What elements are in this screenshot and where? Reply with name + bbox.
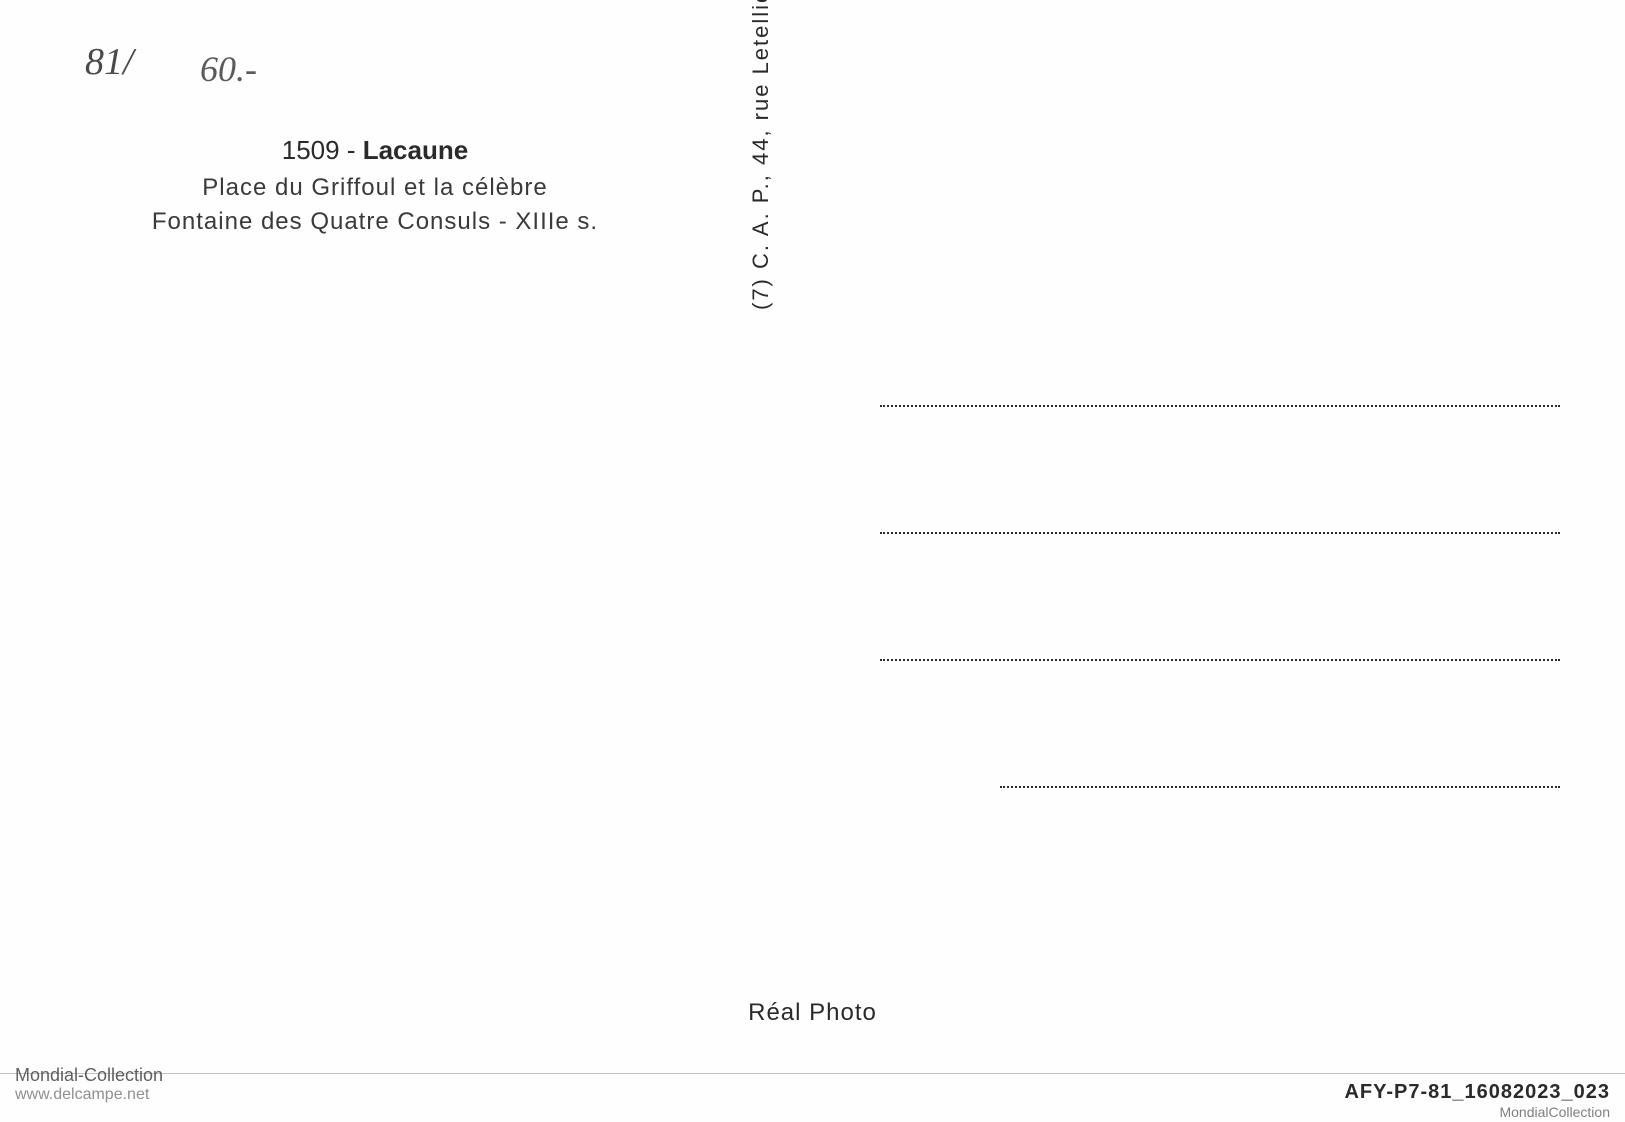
title-separator: - bbox=[340, 135, 363, 165]
address-line-4 bbox=[1000, 786, 1560, 788]
title-line-1: 1509 - Lacaune bbox=[100, 135, 650, 166]
address-line-1 bbox=[880, 405, 1560, 407]
title-line-2: Place du Griffoul et la célèbre bbox=[100, 174, 650, 202]
bottom-border bbox=[0, 1073, 1625, 1074]
watermark-right-code: AFY-P7-81_16082023_023 bbox=[1344, 1081, 1610, 1104]
location-name: Lacaune bbox=[363, 135, 469, 165]
address-line-2 bbox=[880, 532, 1560, 534]
title-section: 1509 - Lacaune Place du Griffoul et la c… bbox=[100, 135, 650, 236]
handwritten-annotation-2: 60.- bbox=[200, 48, 257, 90]
photo-type-label: Réal Photo bbox=[748, 999, 877, 1027]
watermark-left: Mondial-Collection www.delcampe.net bbox=[15, 1065, 163, 1104]
site-name: www.delcampe.net bbox=[15, 1086, 163, 1104]
title-line-3: Fontaine des Quatre Consuls - XIIIe s. bbox=[100, 208, 650, 236]
watermark-right-sub: MondialCollection bbox=[1499, 1104, 1610, 1120]
collection-name: Mondial-Collection bbox=[15, 1065, 163, 1086]
card-number: 1509 bbox=[282, 135, 340, 165]
publisher-info: (7) C. A. P., 44, rue Letellier - Paris bbox=[748, 0, 774, 310]
address-lines-section bbox=[880, 405, 1560, 788]
address-line-3 bbox=[880, 659, 1560, 661]
postcard-back: 81/ 60.- 1509 - Lacaune Place du Griffou… bbox=[0, 0, 1625, 1122]
handwritten-annotation-1: 81/ bbox=[85, 40, 134, 84]
